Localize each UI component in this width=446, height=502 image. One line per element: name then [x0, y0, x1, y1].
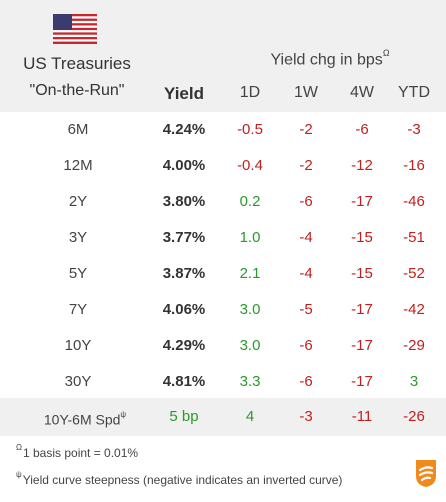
cell-1d: 3.3	[239, 373, 261, 390]
title-line-1: US Treasuries	[23, 54, 131, 73]
cell-1d: 2.1	[239, 265, 261, 282]
cell-term: 30Y	[64, 373, 92, 390]
cell-1d: -0.4	[237, 157, 263, 174]
cell-yield: 4.24%	[162, 121, 206, 138]
cell-4w: -17	[351, 193, 373, 210]
cell-yield: 3.87%	[162, 265, 206, 282]
cell-yield: 4.06%	[162, 301, 206, 318]
cell-yield: 3.80%	[162, 193, 206, 210]
cell-4w: -17	[351, 301, 373, 318]
table-row: 12M 4.00% -0.4 -2 -12 -16	[0, 148, 446, 184]
cell-ytd: -3	[407, 121, 421, 138]
table-header: US Treasuries "On-the-Run" Yield chg in …	[0, 0, 446, 112]
footnote-1-marker: Ω	[16, 443, 22, 452]
cell-yield: 4.81%	[162, 373, 206, 390]
cell-yield: 4.00%	[162, 157, 206, 174]
cell-1w: -4	[299, 265, 313, 282]
spread-label: 10Y-6M Spdψ	[20, 398, 150, 436]
col-header-ytd: YTD	[398, 84, 430, 101]
spread-row: 10Y-6M Spdψ 5 bp 4 -3 -11 -26	[0, 398, 446, 436]
footnote-2-text: Yield curve steepness (negative indicate…	[22, 473, 343, 487]
cell-4w: -17	[351, 373, 373, 390]
footnote-curve-steepness: ψYield curve steepness (negative indicat…	[16, 470, 343, 487]
cell-4w: -12	[351, 157, 373, 174]
spread-1d: 4	[245, 408, 255, 425]
cell-1d: 0.2	[239, 193, 261, 210]
cell-1w: -6	[299, 373, 313, 390]
cell-ytd: -16	[403, 157, 425, 174]
spread-label-text: 10Y-6M Spd	[43, 411, 121, 428]
cell-4w: -6	[355, 121, 369, 138]
footnote-basis-point: Ω1 basis point = 0.01%	[16, 443, 139, 460]
cell-term: 2Y	[68, 193, 88, 210]
cell-ytd: -52	[403, 265, 425, 282]
table-row: 5Y 3.87% 2.1 -4 -15 -52	[0, 256, 446, 292]
cell-ytd: -46	[403, 193, 425, 210]
cell-1w: -5	[299, 301, 313, 318]
table-row: 3Y 3.77% 1.0 -4 -15 -51	[0, 220, 446, 256]
col-header-4w: 4W	[350, 84, 374, 101]
cell-1w: -6	[299, 337, 313, 354]
cell-term: 12M	[63, 157, 93, 174]
footnote-2-marker: ψ	[16, 470, 22, 479]
brand-logo-icon	[416, 460, 436, 487]
cell-1w: -2	[299, 157, 313, 174]
table-row: 2Y 3.80% 0.2 -6 -17 -46	[0, 184, 446, 220]
cell-ytd: -29	[403, 337, 425, 354]
spread-ytd: -26	[403, 408, 425, 425]
cell-ytd: 3	[409, 373, 419, 390]
spread-value: 5 bp	[169, 408, 199, 425]
table-row: 6M 4.24% -0.5 -2 -6 -3	[0, 112, 446, 148]
cell-term: 3Y	[68, 229, 88, 246]
title-line-2: "On-the-Run"	[29, 82, 125, 99]
cell-term: 10Y	[64, 337, 92, 354]
cell-4w: -15	[351, 229, 373, 246]
cell-ytd: -42	[403, 301, 425, 318]
cell-1d: 3.0	[239, 301, 261, 318]
cell-ytd: -51	[403, 229, 425, 246]
cell-term: 7Y	[68, 301, 88, 318]
us-flag-icon	[53, 14, 97, 44]
cell-1d: 1.0	[239, 229, 261, 246]
spread-1w: -3	[299, 408, 313, 425]
cell-1d: 3.0	[239, 337, 261, 354]
cell-term: 6M	[67, 121, 89, 138]
cell-1w: -6	[299, 193, 313, 210]
spread-footnote-marker: ψ	[120, 410, 127, 419]
cell-yield: 4.29%	[162, 337, 206, 354]
yield-change-title: Yield chg in bpsΩ	[230, 48, 430, 69]
cell-4w: -15	[351, 265, 373, 282]
col-header-yield: Yield	[164, 84, 204, 103]
cell-4w: -17	[351, 337, 373, 354]
cell-yield: 3.77%	[162, 229, 206, 246]
yield-change-footnote-marker: Ω	[382, 48, 390, 58]
table-row: 10Y 4.29% 3.0 -6 -17 -29	[0, 328, 446, 364]
cell-1w: -2	[299, 121, 313, 138]
cell-1w: -4	[299, 229, 313, 246]
yield-change-title-text: Yield chg in bps	[270, 51, 383, 69]
cell-1d: -0.5	[237, 121, 263, 138]
footnote-1-text: 1 basis point = 0.01%	[22, 446, 139, 460]
col-header-1d: 1D	[239, 84, 261, 101]
cell-term: 5Y	[68, 265, 88, 282]
spread-4w: -11	[351, 408, 373, 425]
table-row: 7Y 4.06% 3.0 -5 -17 -42	[0, 292, 446, 328]
table-row: 30Y 4.81% 3.3 -6 -17 3	[0, 364, 446, 400]
col-header-1w: 1W	[294, 84, 318, 101]
